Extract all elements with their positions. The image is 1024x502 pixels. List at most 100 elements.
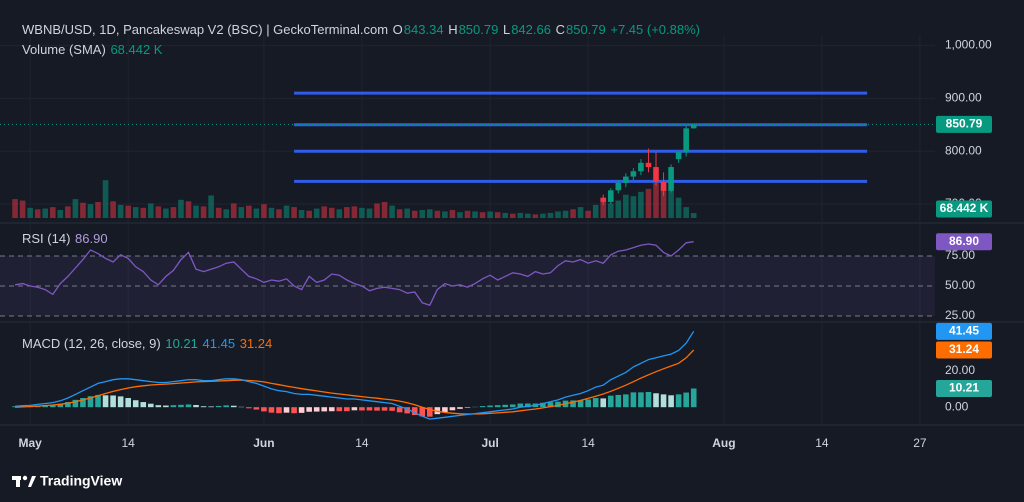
macd-histogram-bar [230,405,237,408]
rsi-label: 86.90 [949,234,979,248]
macd-histogram-bar [102,395,109,408]
volume-bar [261,204,267,218]
y-tick-label: 20.00 [945,363,975,377]
macd-histogram-bar [479,406,486,408]
macd-histogram-bar [442,407,448,412]
volume-bar [170,207,177,218]
volume-bar [359,207,365,218]
volume-bar [623,194,629,218]
volume-bar [555,211,561,218]
macd-histogram-bar [336,407,343,412]
volume-value: 68.442 K [110,42,163,57]
signal-label: 31.24 [949,342,979,356]
ohlc-letter: H [448,22,458,37]
macd-histogram-bar [683,392,689,408]
candle-body [623,176,629,183]
volume-label: 68.442 K [940,201,989,215]
ohlc-letter: C [555,22,565,37]
macd-histogram-bar [577,400,584,408]
volume-bar [238,207,245,218]
volume-bar [472,211,478,218]
candle-body [660,181,667,191]
last-price-label: 850.79 [946,117,983,131]
volume-bar [223,209,230,218]
volume-bar [268,207,275,218]
macd-histogram-bar [449,407,456,411]
volume-bar [442,211,448,218]
volume-bar [57,210,64,218]
rsi-name: RSI (14) [22,231,71,246]
volume-bar [110,201,116,218]
candle-body [630,171,637,177]
volume-bar [562,210,569,218]
volume-bar [163,208,169,218]
y-tick-label: 75.00 [945,248,975,262]
ohlc-value: 850.79 [565,22,606,37]
x-tick-label: Jul [481,436,498,450]
volume-bar [117,204,124,218]
volume-bar [457,212,463,218]
volume-bar [27,207,33,218]
volume-bar [253,208,260,218]
macd-histogram-bar [49,404,56,408]
candle-body [615,182,622,191]
macd-histogram-bar [592,398,599,408]
ohlc-value: 842.66 [511,22,551,37]
x-tick-label: Aug [712,436,735,450]
histogram-box [936,380,992,398]
macd-histogram-bar [517,403,524,408]
y-tick-label: 0.00 [945,399,969,413]
volume-bar [653,183,659,218]
macd-histogram-bar [630,392,637,408]
volume-bar [148,203,154,218]
volume-bar [525,213,531,218]
price-legend: WBNB/USD, 1D, Pancakeswap V2 (BSC) | Gec… [22,22,701,37]
candle-body [653,167,659,182]
macd-histogram-bar [291,407,297,414]
brand-name: TradingView [40,473,122,489]
volume-bar [351,206,358,218]
volume-bar [389,205,395,218]
volume-bar [49,207,56,218]
macd-histogram-bar [132,400,139,408]
volume-bar [494,212,501,218]
y-tick-label: 1,000.00 [945,38,992,52]
volume-bar [396,209,403,218]
candle-body [675,152,682,160]
rsi-box [936,233,992,251]
macd-histogram-bar [328,407,335,412]
macd-histogram-bar [72,399,79,408]
macd-histogram-bar [623,394,629,408]
volume-bar [102,180,109,218]
macd-histogram-bar [170,405,177,408]
ohlc-letter: O [392,22,403,37]
x-tick-label: 14 [815,436,829,450]
macd-histogram-bar [117,396,124,408]
rsi-value: 86.90 [75,231,108,246]
volume-bar [140,207,147,218]
macd-histogram-bar [653,393,659,408]
volume-bar [449,210,456,218]
macd-histogram-bar [540,402,546,408]
volume-bar [80,202,86,218]
macd-name: MACD (12, 26, close, 9) [22,336,161,351]
macd-histogram-bar [306,407,312,412]
y-tick-label: 50.00 [945,278,975,292]
macd-box [936,322,992,340]
macd-histogram-bar [638,392,644,408]
candle-body [690,124,697,129]
volume-bar [426,209,433,218]
macd-histogram-bar [95,394,101,408]
volume-bar [12,199,18,218]
macd-histogram-bar [494,405,501,408]
macd-histogram-bar [65,402,71,408]
brand-logo [12,475,36,487]
price-plot [294,91,868,206]
macd-histogram-bar [125,398,131,408]
volume-bar [585,210,591,218]
volume-bar [321,206,328,218]
macd-histogram-bar [426,407,433,417]
volume-bar [230,203,237,218]
volume-bar [132,207,139,218]
volume-bar [336,209,343,218]
